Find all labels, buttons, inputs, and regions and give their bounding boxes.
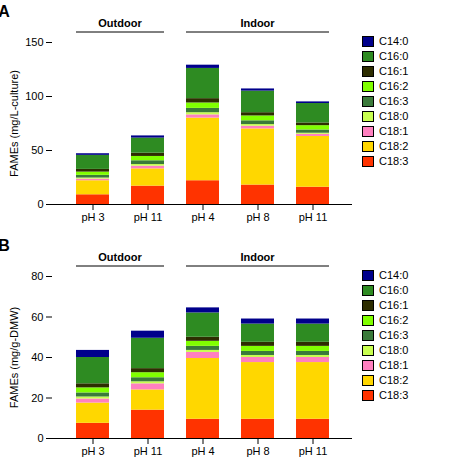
- html-text:C16:0: C16:0: [379, 50, 409, 62]
- svg-text:0: 0: [37, 198, 43, 210]
- html-text:C18:1: C18:1: [379, 125, 409, 137]
- svg-text:FAMEs (mg/g-DMW): FAMEs (mg/g-DMW): [8, 307, 20, 408]
- html-text:C14:0: C14:0: [379, 269, 409, 281]
- svg-text:pH 3: pH 3: [81, 445, 104, 457]
- html-text:C18:2: C18:2: [379, 140, 409, 152]
- svg-text:pH 11: pH 11: [299, 211, 328, 223]
- svg-text:40: 40: [31, 351, 43, 363]
- html-text:C16:2: C16:2: [379, 80, 409, 92]
- svg-text:FAMEs (mg/L-culture): FAMEs (mg/L-culture): [8, 70, 20, 177]
- html-text:C18:0: C18:0: [379, 110, 409, 122]
- svg-text:100: 100: [25, 90, 43, 102]
- svg-text:B: B: [0, 237, 10, 254]
- svg-text:Outdoor: Outdoor: [98, 251, 142, 263]
- svg-text:80: 80: [31, 270, 43, 282]
- svg-text:pH 4: pH 4: [191, 211, 214, 223]
- svg-text:50: 50: [31, 144, 43, 156]
- svg-text:A: A: [0, 3, 10, 20]
- svg-text:pH 11: pH 11: [134, 445, 163, 457]
- html-text:C16:2: C16:2: [379, 314, 409, 326]
- html-text:C18:1: C18:1: [379, 359, 409, 371]
- svg-text:150: 150: [25, 36, 43, 48]
- html-text:C14:0: C14:0: [379, 35, 409, 47]
- svg-text:20: 20: [31, 392, 43, 404]
- svg-text:0: 0: [37, 432, 43, 444]
- html-text:C16:1: C16:1: [379, 299, 409, 311]
- svg-text:Outdoor: Outdoor: [98, 17, 142, 29]
- html-text:C16:3: C16:3: [379, 95, 409, 107]
- svg-text:pH 11: pH 11: [134, 211, 163, 223]
- html-text:C18:2: C18:2: [379, 374, 409, 386]
- html-text:C18:0: C18:0: [379, 344, 409, 356]
- html-text:C18:3: C18:3: [379, 155, 409, 167]
- svg-text:pH 8: pH 8: [246, 211, 269, 223]
- svg-text:pH 4: pH 4: [191, 445, 214, 457]
- svg-text:60: 60: [31, 311, 43, 323]
- svg-text:pH 8: pH 8: [246, 445, 269, 457]
- html-text:C16:0: C16:0: [379, 284, 409, 296]
- html-text:C16:1: C16:1: [379, 65, 409, 77]
- svg-text:pH 11: pH 11: [299, 445, 328, 457]
- svg-text:pH 3: pH 3: [81, 211, 104, 223]
- html-text:C18:3: C18:3: [379, 389, 409, 401]
- svg-text:Indoor: Indoor: [240, 251, 275, 263]
- html-text:C16:3: C16:3: [379, 329, 409, 341]
- svg-text:Indoor: Indoor: [240, 17, 275, 29]
